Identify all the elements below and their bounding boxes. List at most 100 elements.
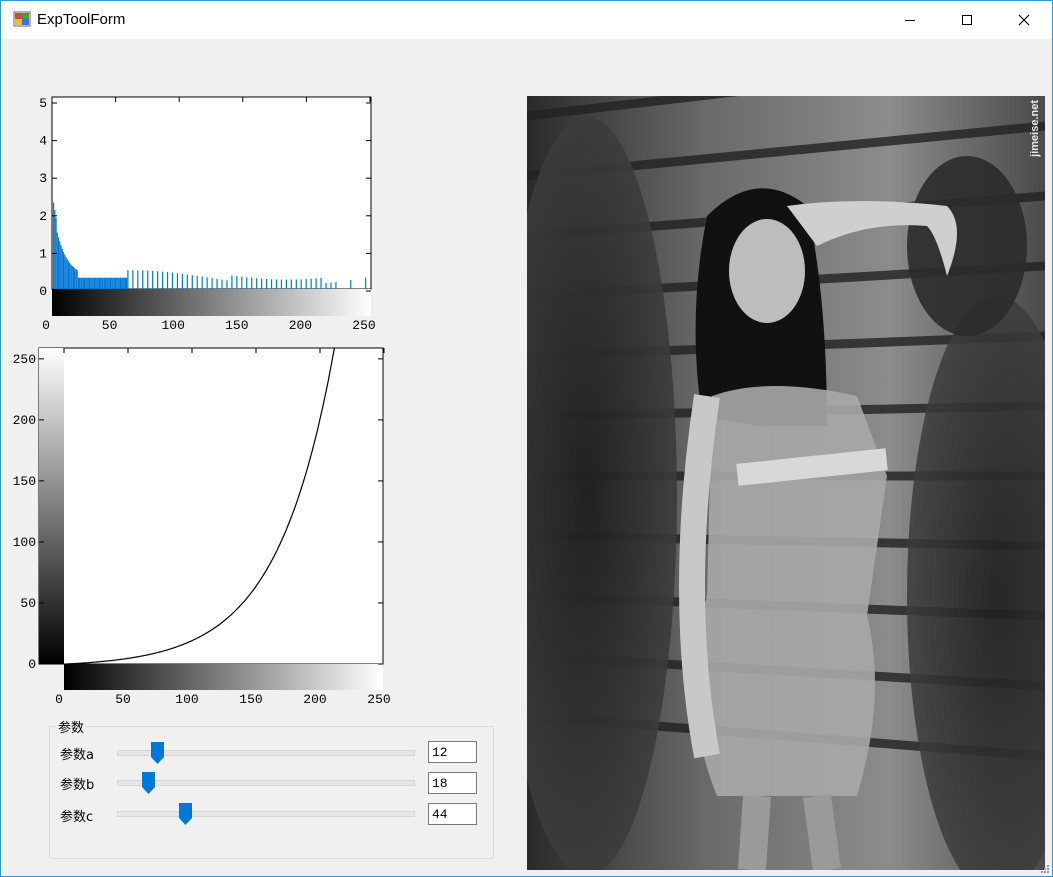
- histogram-bar: [152, 270, 154, 289]
- histogram-bar: [310, 278, 312, 289]
- histogram-bar: [106, 277, 108, 289]
- resize-grip-icon[interactable]: [1040, 864, 1050, 874]
- histogram-bar: [285, 279, 287, 289]
- histogram-bar: [109, 277, 112, 289]
- histogram-bar: [56, 232, 58, 289]
- histogram-bar: [280, 279, 283, 289]
- histogram-bar: [108, 277, 110, 289]
- histogram-bar: [261, 278, 263, 289]
- histogram-bar: [171, 272, 174, 289]
- histogram-bar: [365, 277, 367, 289]
- histogram-bar: [87, 277, 89, 289]
- histogram-bar: [196, 275, 198, 289]
- histogram-bar: [90, 277, 92, 289]
- histogram-bar: [142, 270, 144, 289]
- histogram-bar: [59, 241, 61, 289]
- histogram-gray-bar: [52, 289, 371, 316]
- histogram-bar: [350, 279, 352, 289]
- param-b-slider-thumb[interactable]: [142, 772, 156, 794]
- histogram-bar: [102, 277, 104, 289]
- histogram-bar: [103, 277, 105, 289]
- histogram-bar: [67, 261, 70, 289]
- histogram-bar: [112, 277, 114, 289]
- histogram-bar: [147, 270, 149, 289]
- histogram-bar: [246, 277, 248, 289]
- histogram-bar: [74, 268, 76, 289]
- output-image: jimeise.net: [527, 96, 1045, 870]
- curve-x-tick-label: 150: [239, 692, 262, 707]
- param-a-slider-thumb[interactable]: [150, 742, 164, 764]
- histogram-bar: [216, 278, 218, 289]
- histogram-bar: [85, 277, 87, 289]
- histogram-bar: [111, 277, 113, 289]
- param-a-track[interactable]: [117, 750, 415, 756]
- param-c-label: 参数c: [60, 810, 94, 825]
- histogram-bar: [96, 277, 98, 289]
- histogram-bar: [113, 277, 115, 289]
- histogram-bar: [119, 277, 122, 289]
- param-b-input[interactable]: 18: [428, 772, 477, 794]
- curve-x-tick-label: 250: [367, 692, 390, 707]
- histogram-bar: [88, 277, 91, 289]
- histogram-bar: [300, 279, 302, 289]
- hist-y-tick-label: 3: [39, 171, 47, 186]
- curve-chart: 0 50 100 150 200 250 0 50 100 150 200 250: [13, 347, 391, 707]
- hist-x-tick-label: 0: [42, 318, 50, 333]
- title-bar[interactable]: ExpToolForm: [1, 1, 1052, 39]
- histogram-bar: [72, 267, 75, 289]
- histogram-bar: [97, 277, 99, 289]
- histogram-bar: [256, 278, 258, 289]
- curve-gray-bar-vertical: [39, 348, 64, 664]
- histogram-bar: [54, 210, 56, 289]
- histogram-bar: [206, 277, 208, 289]
- app-icon: [13, 11, 31, 27]
- histogram-bar: [70, 264, 72, 289]
- param-a-label: 参数a: [60, 748, 94, 763]
- param-a-input[interactable]: 12: [428, 741, 477, 763]
- histogram-bar: [295, 279, 297, 289]
- hist-y-tick-label: 1: [39, 246, 47, 261]
- minimize-button[interactable]: [881, 1, 938, 39]
- curve-x-tick-label: 200: [303, 692, 326, 707]
- param-c-track[interactable]: [117, 811, 415, 817]
- histogram-chart: 0 1 2 3 4 5 0 50 100 150 200 250: [39, 96, 376, 333]
- maximize-icon: [961, 15, 972, 25]
- close-icon: [1018, 14, 1029, 26]
- histogram-bar: [201, 276, 203, 289]
- watermark-text: jimeise.net: [1029, 100, 1041, 157]
- window-title: ExpToolForm: [37, 11, 126, 28]
- histogram-bar: [176, 273, 179, 289]
- curve-y-tick-label: 100: [13, 535, 36, 550]
- histogram-bar: [116, 277, 118, 289]
- param-c-slider-thumb[interactable]: [179, 803, 193, 825]
- curve-y-tick-label: 250: [13, 352, 36, 367]
- maximize-button[interactable]: [938, 1, 995, 39]
- histogram-bar: [166, 272, 169, 289]
- close-button[interactable]: [995, 1, 1052, 39]
- histogram-bar: [65, 256, 67, 289]
- histogram-bar: [181, 273, 183, 289]
- histogram-bar: [157, 271, 159, 289]
- param-c-input[interactable]: 44: [428, 803, 477, 825]
- histogram-bar: [101, 277, 103, 289]
- curve-y-tick-label: 50: [20, 596, 36, 611]
- histogram-bar: [98, 277, 101, 289]
- histogram-bar: [265, 278, 268, 289]
- histogram-bar: [226, 280, 228, 289]
- histogram-bar: [211, 278, 213, 289]
- histogram-bar: [121, 277, 123, 289]
- params-group-title: 参数: [56, 717, 87, 736]
- hist-x-tick-label: 100: [161, 318, 184, 333]
- histogram-bar: [124, 277, 127, 289]
- hist-y-tick-label: 4: [39, 134, 47, 149]
- hist-y-tick-label: 5: [39, 96, 47, 111]
- histogram-bar: [270, 279, 273, 289]
- curve-plot-area: [38, 347, 384, 665]
- histogram-bar: [75, 269, 77, 289]
- histogram-bar: [69, 262, 71, 289]
- histogram-bar: [93, 277, 96, 289]
- param-b-track[interactable]: [117, 780, 415, 786]
- histogram-bar: [81, 277, 83, 289]
- histogram-bar: [91, 277, 93, 289]
- histogram-bar: [95, 277, 97, 289]
